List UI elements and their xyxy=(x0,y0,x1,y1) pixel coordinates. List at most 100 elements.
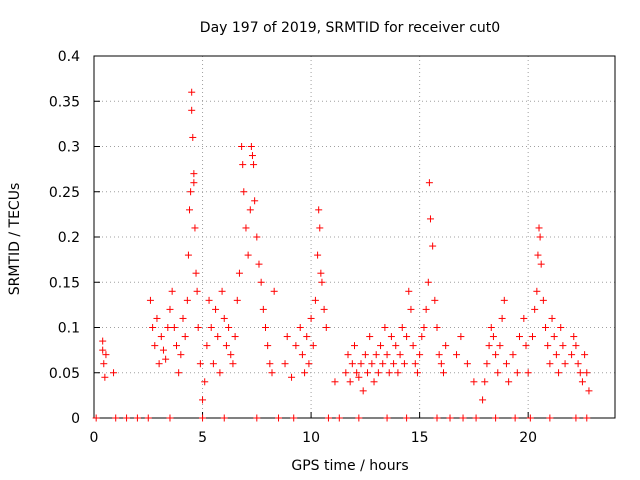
data-point xyxy=(212,305,220,313)
data-point xyxy=(546,414,554,422)
data-point xyxy=(303,333,311,341)
data-point xyxy=(440,369,448,377)
x-axis-ticks: 0 5 10 15 20 xyxy=(90,412,537,446)
data-point xyxy=(179,314,187,322)
data-point xyxy=(400,360,408,368)
data-point xyxy=(494,369,502,377)
data-point xyxy=(175,369,183,377)
data-point xyxy=(259,305,267,313)
data-point xyxy=(157,333,165,341)
data-point xyxy=(214,333,222,341)
data-point xyxy=(433,414,441,422)
data-point xyxy=(472,414,480,422)
data-point xyxy=(578,378,586,386)
data-point xyxy=(301,369,309,377)
data-point xyxy=(398,324,406,331)
data-point xyxy=(364,369,372,377)
data-point xyxy=(457,333,465,341)
data-point xyxy=(570,333,578,341)
data-point xyxy=(387,333,395,341)
data-point xyxy=(166,305,174,313)
x-tick-label: 15 xyxy=(411,430,429,446)
x-axis-label: GPS time / hours xyxy=(291,458,408,474)
data-point xyxy=(396,351,404,359)
data-point xyxy=(264,342,272,350)
y-tick-label: 0 xyxy=(71,411,80,427)
data-point xyxy=(335,414,343,422)
data-point xyxy=(446,414,454,422)
data-point xyxy=(144,414,152,422)
data-point xyxy=(251,197,259,205)
data-point xyxy=(288,373,296,381)
data-point xyxy=(552,351,560,359)
data-point xyxy=(420,324,428,331)
data-point xyxy=(403,414,411,422)
data-point xyxy=(544,342,552,350)
y-tick-label: 0.4 xyxy=(58,49,80,65)
data-point xyxy=(149,324,157,331)
data-point xyxy=(187,188,195,196)
data-point xyxy=(500,296,508,304)
data-point xyxy=(498,314,506,322)
data-point xyxy=(372,351,380,359)
data-point xyxy=(529,333,537,341)
data-point xyxy=(181,333,189,341)
data-point xyxy=(112,414,120,422)
data-point xyxy=(220,314,228,322)
data-point xyxy=(403,333,411,341)
data-point xyxy=(550,333,558,341)
data-point xyxy=(255,260,263,268)
data-point xyxy=(368,360,376,368)
data-point xyxy=(481,378,489,386)
data-point xyxy=(296,324,304,331)
data-point xyxy=(298,351,306,359)
data-point xyxy=(537,260,545,268)
data-point xyxy=(346,378,354,386)
data-point xyxy=(261,324,269,331)
data-point xyxy=(305,360,313,368)
data-point xyxy=(435,351,443,359)
data-point xyxy=(509,351,517,359)
data-point xyxy=(290,414,298,422)
data-point xyxy=(231,333,239,341)
data-point xyxy=(413,369,421,377)
data-point xyxy=(416,351,424,359)
data-point xyxy=(407,305,415,313)
data-point xyxy=(222,342,230,350)
data-point xyxy=(489,333,497,341)
data-point xyxy=(425,179,433,187)
data-point xyxy=(99,346,107,354)
data-point xyxy=(479,396,487,404)
data-point xyxy=(526,414,534,422)
data-point xyxy=(583,414,591,422)
data-point xyxy=(153,314,161,322)
data-point xyxy=(218,287,226,295)
data-point xyxy=(344,351,352,359)
data-point xyxy=(322,324,330,331)
data-point xyxy=(199,396,207,404)
data-point xyxy=(583,369,591,377)
data-point xyxy=(172,342,180,350)
data-point xyxy=(390,360,398,368)
data-point xyxy=(463,360,471,368)
data-point xyxy=(348,360,356,368)
data-point xyxy=(429,242,437,250)
data-point xyxy=(240,188,248,196)
data-point xyxy=(492,414,500,422)
data-point xyxy=(409,342,417,350)
data-point xyxy=(359,387,367,395)
data-point xyxy=(555,369,563,377)
data-point xyxy=(568,351,576,359)
data-point xyxy=(102,351,110,359)
y-tick-label: 0.15 xyxy=(49,275,80,291)
data-point xyxy=(292,342,300,350)
data-point xyxy=(534,251,542,259)
data-point xyxy=(253,233,261,241)
data-point xyxy=(311,296,319,304)
data-point xyxy=(581,351,589,359)
data-point xyxy=(576,369,584,377)
data-point xyxy=(244,251,252,259)
data-point xyxy=(209,360,217,368)
data-point xyxy=(146,296,154,304)
data-point xyxy=(92,414,100,422)
